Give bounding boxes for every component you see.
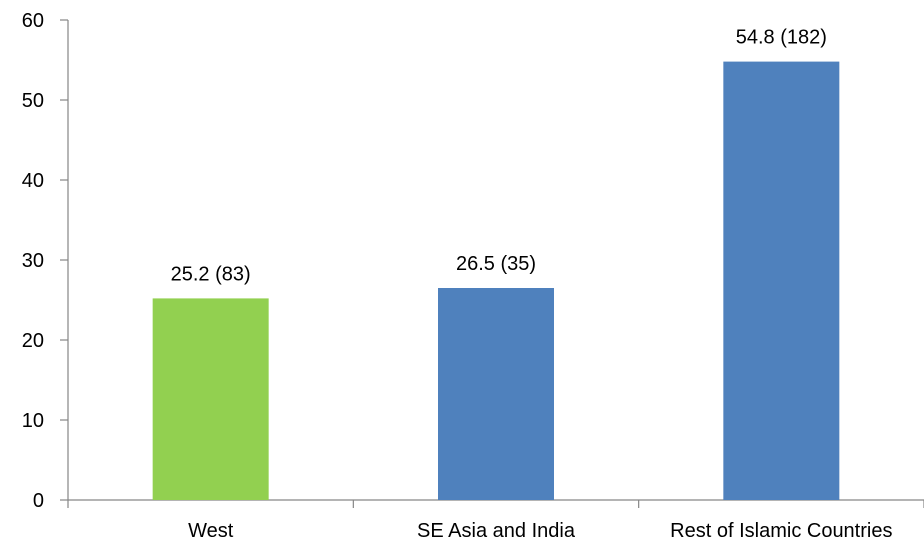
bar	[152, 298, 269, 500]
y-tick-label: 30	[22, 250, 44, 272]
category-labels: West SE Asia and India Rest of Islamic Cou…	[188, 520, 892, 542]
data-label: 54.8 (182)	[736, 27, 827, 49]
y-tick-label: 20	[22, 330, 44, 352]
data-labels: 25.2 (83) 26.5 (35) 54.8 (182)	[171, 27, 827, 286]
bar	[438, 288, 554, 500]
y-tick-label: 10	[22, 410, 44, 432]
y-tick-label: 60	[22, 10, 44, 32]
y-tick-label: 40	[22, 170, 44, 192]
y-tick-label: 0	[33, 490, 44, 512]
x-category-label: SE Asia and India	[417, 520, 576, 542]
x-category-label: Rest of Islamic Countries	[670, 520, 892, 542]
y-tick-label: 50	[22, 90, 44, 112]
x-category-label: West	[188, 520, 234, 542]
data-label: 26.5 (35)	[456, 253, 536, 275]
y-axis-ticks: 0 10 20 30 40 50 60	[22, 10, 68, 512]
bar	[723, 61, 840, 500]
bars	[152, 61, 840, 500]
data-label: 25.2 (83)	[171, 263, 251, 285]
